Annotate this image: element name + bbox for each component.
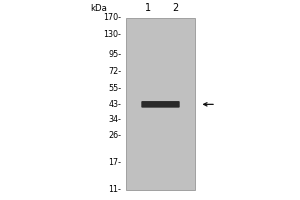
Text: 34-: 34- [109, 115, 122, 124]
Text: 2: 2 [172, 3, 178, 13]
Text: 72-: 72- [108, 67, 122, 76]
Text: 17-: 17- [109, 158, 122, 167]
Text: 1: 1 [146, 3, 152, 13]
Text: 170-: 170- [103, 14, 122, 22]
Text: 11-: 11- [109, 186, 122, 194]
Text: 130-: 130- [103, 30, 122, 39]
Bar [126, 18, 195, 190]
FancyBboxPatch shape [141, 101, 180, 108]
Text: 43-: 43- [109, 100, 122, 109]
Text: 55-: 55- [108, 84, 122, 93]
Text: 26-: 26- [109, 131, 122, 140]
Text: kDa: kDa [91, 4, 107, 13]
Text: 95-: 95- [108, 50, 122, 59]
